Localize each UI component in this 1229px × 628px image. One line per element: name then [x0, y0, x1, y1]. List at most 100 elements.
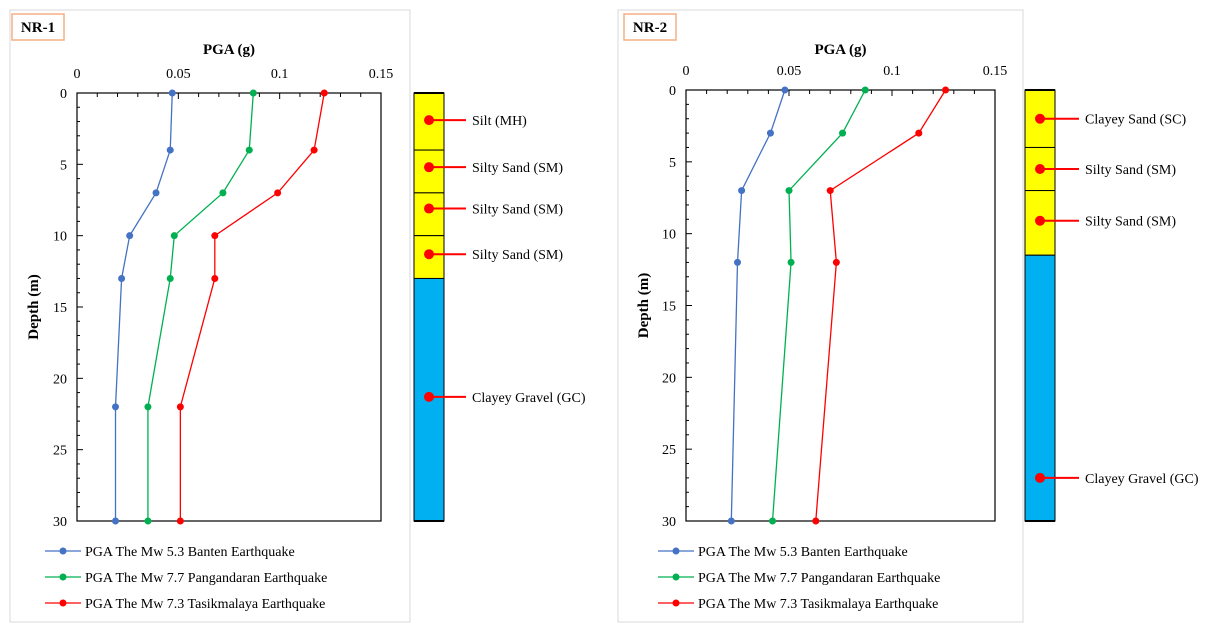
y-axis-title: Depth (m) — [26, 274, 42, 339]
legend-item-tasikmalaya: PGA The Mw 7.3 Tasikmalaya Earthquake — [658, 597, 938, 612]
y-axis-ticks: 0 5 10 15 20 25 30 — [53, 87, 83, 530]
y-tick-label: 15 — [662, 300, 676, 315]
series-tasikmalaya — [812, 86, 950, 525]
legend: PGA The Mw 5.3 Banten Earthquake PGA The … — [658, 545, 940, 612]
legend-marker-swatch — [59, 573, 67, 581]
data-point-pangandaran — [861, 86, 869, 94]
soil-layer-marker: Silty Sand (SM) — [424, 248, 563, 263]
soil-layer-marker: Silt (MH) — [424, 114, 527, 129]
soil-layer-label: Clayey Gravel (GC) — [1085, 472, 1199, 487]
chart-panel-nr-1: NR-1 PGA (g) Depth (m) 0 0.05 0.1 0.15 0 5 10 15 20… — [9, 9, 586, 623]
x-axis-title: PGA (g) — [814, 42, 866, 58]
soil-layer-marker: Clayey Gravel (GC) — [424, 391, 586, 406]
data-point-tasikmalaya — [274, 189, 282, 197]
data-point-tasikmalaya — [320, 89, 328, 97]
data-point-pangandaran — [144, 517, 152, 525]
data-point-tasikmalaya — [176, 517, 184, 525]
data-point-pangandaran — [245, 146, 253, 154]
data-point-banten — [126, 232, 134, 240]
data-point-tasikmalaya — [211, 274, 219, 282]
soil-layer-marker: Clayey Gravel (GC) — [1035, 472, 1199, 487]
soil-layer-label: Silty Sand (SM) — [472, 203, 563, 218]
legend-item-tasikmalaya: PGA The Mw 7.3 Tasikmalaya Earthquake — [45, 597, 325, 612]
data-point-pangandaran — [787, 258, 795, 266]
chart-panel-nr-2: NR-2 PGA (g) Depth (m) 0 0.05 0.1 0.15 0 5 10 15 20… — [617, 9, 1199, 623]
y-tick-label: 0 — [60, 87, 67, 102]
data-point-tasikmalaya — [211, 232, 219, 240]
data-point-banten — [118, 274, 126, 282]
x-tick-label: 0.1 — [883, 64, 901, 79]
data-point-pangandaran — [170, 232, 178, 240]
x-tick-label: 0.15 — [983, 64, 1008, 79]
data-point-banten — [734, 258, 741, 266]
soil-layer-label: Clayey Gravel (GC) — [472, 391, 586, 406]
legend-label: PGA The Mw 5.3 Banten Earthquake — [85, 545, 295, 560]
legend: PGA The Mw 5.3 Banten Earthquake PGA The … — [45, 545, 327, 612]
legend-marker-swatch — [59, 547, 67, 555]
legend-label: PGA The Mw 7.3 Tasikmalaya Earthquake — [85, 597, 325, 612]
series-banten — [112, 89, 176, 525]
marker-dot — [1035, 164, 1045, 175]
series-banten — [727, 86, 789, 525]
marker-dot — [424, 115, 434, 126]
legend-marker-swatch — [59, 599, 67, 607]
y-tick-label: 10 — [662, 228, 676, 243]
legend-item-pangandaran: PGA The Mw 7.7 Pangandaran Earthquake — [658, 571, 940, 586]
y-tick-label: 30 — [53, 515, 67, 530]
x-tick-label: 0.05 — [777, 64, 802, 79]
data-point-pangandaran — [166, 274, 174, 282]
legend-label: PGA The Mw 7.7 Pangandaran Earthquake — [698, 571, 940, 586]
data-point-banten — [152, 189, 160, 197]
station-id-label: NR-2 — [633, 20, 667, 36]
station-id-box — [623, 13, 677, 41]
marker-dot — [424, 162, 434, 173]
series-pangandaran — [144, 89, 257, 525]
data-point-banten — [727, 517, 735, 525]
legend-marker-swatch — [672, 599, 680, 607]
data-point-tasikmalaya — [310, 146, 318, 154]
data-point-tasikmalaya — [832, 258, 840, 266]
data-point-pangandaran — [144, 403, 152, 411]
soil-layer-label: Clayey Sand (SC) — [1085, 113, 1186, 128]
legend-label: PGA The Mw 7.3 Tasikmalaya Earthquake — [698, 597, 938, 612]
data-point-banten — [166, 146, 174, 154]
y-tick-label: 25 — [53, 444, 67, 459]
soil-layer-label: Silty Sand (SM) — [1085, 163, 1176, 178]
y-tick-label: 20 — [53, 372, 67, 387]
station-id-label: NR-1 — [21, 20, 55, 36]
data-point-tasikmalaya — [812, 517, 820, 525]
soil-layer-marker: Clayey Sand (SC) — [1035, 113, 1186, 128]
data-point-tasikmalaya — [942, 86, 950, 94]
x-tick-label: 0.05 — [166, 67, 191, 82]
soil-layer-marker: Silty Sand (SM) — [424, 161, 563, 176]
data-point-pangandaran — [839, 129, 847, 137]
soil-layer-marker: Silty Sand (SM) — [1035, 163, 1176, 178]
legend-item-banten: PGA The Mw 5.3 Banten Earthquake — [45, 545, 295, 560]
series-pangandaran — [769, 86, 869, 525]
legend-marker-swatch — [672, 573, 680, 581]
x-axis-title: PGA (g) — [203, 42, 255, 58]
y-tick-label: 5 — [60, 158, 67, 173]
y-axis-title: Depth (m) — [636, 273, 652, 338]
panel-frame — [617, 9, 1024, 623]
marker-dot — [424, 203, 434, 214]
y-tick-label: 10 — [53, 230, 67, 245]
legend-item-banten: PGA The Mw 5.3 Banten Earthquake — [658, 545, 908, 560]
x-tick-label: 0 — [74, 67, 81, 82]
data-point-pangandaran — [249, 89, 257, 97]
data-point-tasikmalaya — [915, 129, 923, 137]
soil-column: Silt (MH) Silty Sand (SM) Silty Sand (SM) S… — [413, 92, 586, 522]
soil-layer-label: Silt (MH) — [472, 114, 527, 129]
soil-column: Clayey Sand (SC) Silty Sand (SM) Silty San… — [1024, 89, 1199, 522]
data-point-pangandaran — [219, 189, 227, 197]
marker-dot — [1035, 113, 1045, 124]
y-axis-ticks: 0 5 10 15 20 25 30 — [662, 84, 692, 530]
data-point-banten — [112, 403, 120, 411]
x-tick-label: 0.15 — [369, 67, 394, 82]
soil-layer-label: Silty Sand (SM) — [472, 161, 563, 176]
marker-dot — [424, 391, 434, 402]
x-tick-label: 0.1 — [271, 67, 289, 82]
station-id-box — [11, 13, 65, 41]
soil-layer-sand — [413, 192, 445, 237]
